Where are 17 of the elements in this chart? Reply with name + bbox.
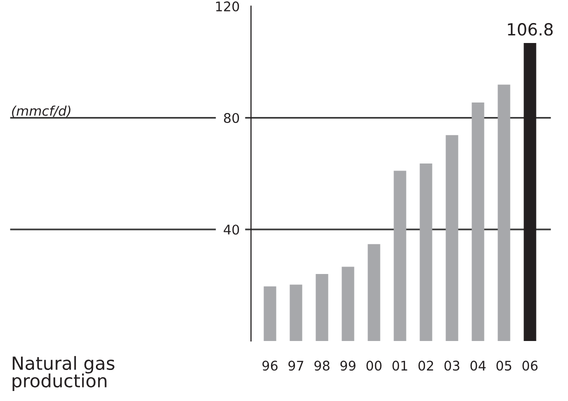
data-label: 106.8 — [508, 23, 553, 36]
x-tick-label: 98 — [314, 360, 330, 371]
y-tick-label: 80 — [224, 113, 240, 123]
y-tick-label: 120 — [216, 1, 240, 12]
text: Natural gas production — [12, 356, 114, 391]
x-tick-label: 96 — [262, 360, 278, 371]
x-tick-label: 99 — [340, 360, 356, 371]
x-tick-label: 04 — [470, 360, 486, 371]
x-tick-label: 03 — [444, 360, 460, 371]
text: (mmcf/d) — [12, 106, 70, 118]
x-tick-label: 01 — [392, 360, 408, 371]
x-tick-label: 05 — [496, 360, 512, 371]
x-tick-label: 00 — [366, 360, 382, 371]
x-tick-label: 02 — [418, 360, 434, 371]
x-tick-label: 06 — [522, 360, 538, 371]
x-tick-label: 97 — [288, 360, 304, 371]
y-tick-label: 40 — [224, 224, 240, 235]
